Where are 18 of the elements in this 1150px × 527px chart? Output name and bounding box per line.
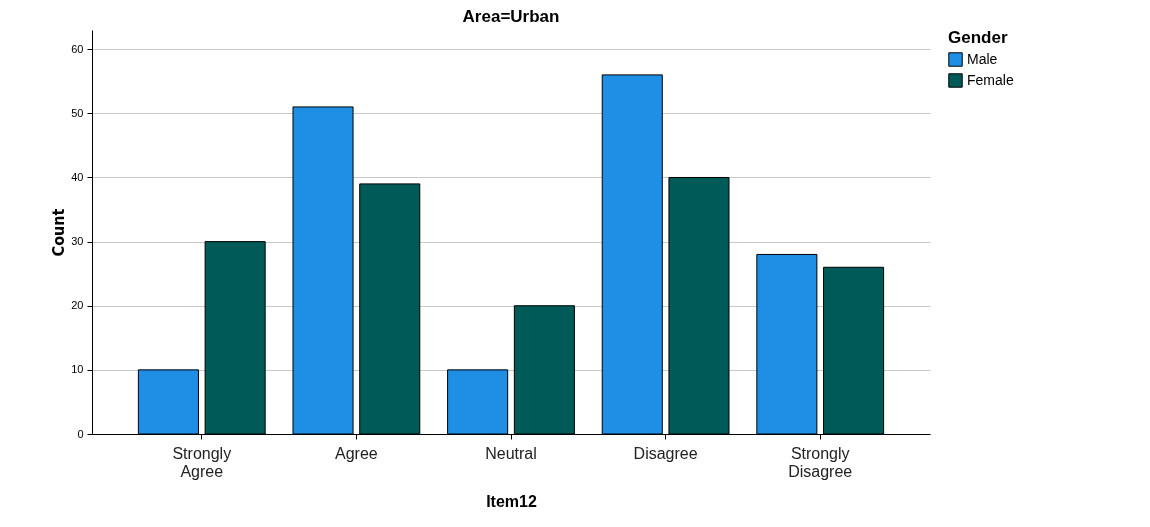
x-axis-title: Item12 bbox=[486, 492, 537, 510]
y-axis-title: Count bbox=[49, 208, 69, 257]
x-tick-label: Neutral bbox=[485, 444, 537, 462]
legend-label: Male bbox=[967, 50, 998, 67]
chart-title: Area=Urban bbox=[462, 7, 560, 26]
y-tick-label: 30 bbox=[71, 235, 84, 248]
x-tick-label: Disagree bbox=[633, 444, 698, 462]
y-tick-label: 60 bbox=[71, 42, 84, 55]
legend-label: Female bbox=[967, 71, 1014, 88]
y-tick-label: 50 bbox=[71, 106, 84, 119]
x-tick-label: Strongly Agree bbox=[172, 444, 232, 480]
x-tick-label: Strongly Disagree bbox=[788, 444, 853, 480]
y-tick-label: 40 bbox=[71, 170, 84, 183]
x-tick-label: Agree bbox=[335, 444, 378, 462]
legend-title: Gender bbox=[948, 28, 1008, 47]
y-tick-label: 0 bbox=[77, 427, 84, 440]
y-tick-label: 10 bbox=[71, 363, 84, 376]
y-tick-label: 20 bbox=[71, 299, 84, 312]
